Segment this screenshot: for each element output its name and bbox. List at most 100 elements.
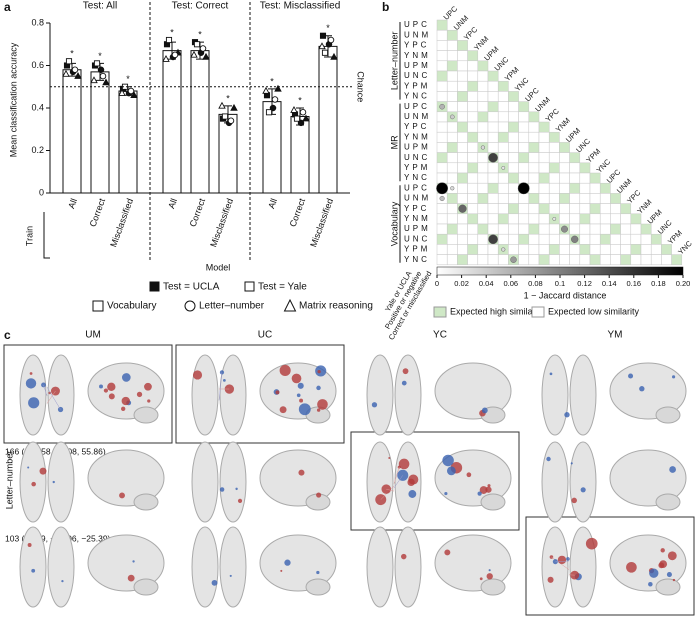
brain-node — [61, 580, 63, 582]
matrix-cell — [457, 112, 467, 122]
y-tick-label: 0.4 — [31, 102, 44, 112]
brain-node — [292, 374, 302, 384]
similarity-dot — [440, 104, 445, 109]
significance-star: * — [170, 27, 174, 37]
matrix-cell — [508, 193, 518, 203]
matrix-cell — [559, 183, 569, 193]
brain-node — [137, 392, 142, 397]
matrix-cell — [478, 61, 488, 71]
brain-node — [372, 402, 377, 407]
matrix-cell — [549, 142, 559, 152]
row-group-label: MR — [389, 135, 399, 149]
row-code: UPM — [404, 61, 431, 70]
matrix-cell — [600, 214, 610, 224]
matrix-cell — [539, 153, 549, 163]
legend-label: Expected high similarity — [450, 306, 545, 316]
legend-swatch — [245, 282, 254, 291]
significance-star: * — [270, 76, 274, 86]
matrix-cell — [447, 81, 457, 91]
matrix-cell — [437, 61, 447, 71]
point — [328, 37, 334, 43]
matrix-cell — [600, 204, 610, 214]
column-code: YPM — [666, 228, 684, 246]
brain-node — [442, 455, 453, 466]
row-code: YNM — [404, 132, 431, 141]
matrix-cell — [641, 224, 651, 234]
brain-node — [58, 407, 63, 412]
matrix-cell — [661, 244, 671, 254]
legend-swatch — [93, 301, 103, 311]
cerebellum — [656, 407, 680, 423]
column-code: YPC — [625, 188, 643, 206]
row-group-label: Vocabulary — [389, 201, 399, 246]
matrix-cell — [437, 91, 447, 101]
matrix-cell — [570, 163, 580, 173]
matrix-cell — [549, 204, 559, 214]
matrix-cell — [590, 234, 600, 244]
brain-node — [223, 379, 226, 382]
brain-node — [275, 390, 279, 394]
matrix-cell — [488, 173, 498, 183]
matrix-cell — [447, 163, 457, 173]
matrix-cell — [468, 61, 478, 71]
brain-top — [20, 355, 46, 435]
brain-node — [298, 383, 304, 389]
similarity-dot — [501, 248, 505, 252]
matrix-cell — [570, 173, 580, 183]
matrix-cell — [468, 81, 478, 91]
bar — [163, 51, 181, 193]
matrix-cell — [631, 224, 641, 234]
matrix-cell — [468, 204, 478, 214]
matrix-cell — [447, 71, 457, 81]
matrix-cell — [529, 214, 539, 224]
point — [172, 52, 178, 58]
brain-node — [667, 572, 672, 577]
brain-node — [628, 374, 633, 379]
brain-node — [220, 487, 224, 491]
brain-node — [564, 412, 569, 417]
matrix-cell — [519, 102, 529, 112]
brain-node — [31, 482, 36, 487]
matrix-cell — [468, 142, 478, 152]
matrix-cell — [508, 153, 518, 163]
matrix-cell — [447, 91, 457, 101]
matrix-cell — [610, 224, 620, 234]
point — [272, 97, 278, 103]
matrix-cell — [529, 204, 539, 214]
matrix-cell — [498, 112, 508, 122]
brain-node — [99, 384, 103, 388]
brain-node — [28, 543, 32, 547]
matrix-cell — [498, 132, 508, 142]
brain-node — [28, 397, 39, 408]
brain-node — [586, 538, 598, 550]
matrix-cell — [559, 255, 569, 265]
matrix-cell — [570, 255, 580, 265]
brain-node — [122, 397, 130, 405]
matrix-cell — [651, 234, 661, 244]
matrix-cell — [498, 142, 508, 152]
matrix-cell — [478, 214, 488, 224]
brain-node — [144, 383, 152, 391]
matrix-cell — [457, 214, 467, 224]
similarity-dot — [459, 205, 467, 213]
similarity-dot — [561, 226, 567, 232]
matrix-cell — [570, 224, 580, 234]
colorbar-tick-label: 0.08 — [528, 279, 543, 288]
colorbar-tick-label: 0.20 — [676, 279, 691, 288]
similarity-dot — [502, 166, 505, 169]
similarity-dot — [440, 196, 445, 201]
colorbar-tick-label: 0.04 — [479, 279, 494, 288]
matrix-cell — [621, 255, 631, 265]
matrix-cell — [468, 132, 478, 142]
matrix-cell — [508, 173, 518, 183]
brain-node — [487, 573, 493, 579]
brain-top — [220, 355, 246, 435]
matrix-cell — [539, 122, 549, 132]
point — [166, 37, 171, 42]
row-code: YPC — [404, 41, 429, 50]
matrix-cell — [570, 204, 580, 214]
matrix-cell — [529, 255, 539, 265]
matrix-cell — [478, 132, 488, 142]
x-tick-label: All — [166, 197, 179, 210]
matrix-cell — [559, 244, 569, 254]
